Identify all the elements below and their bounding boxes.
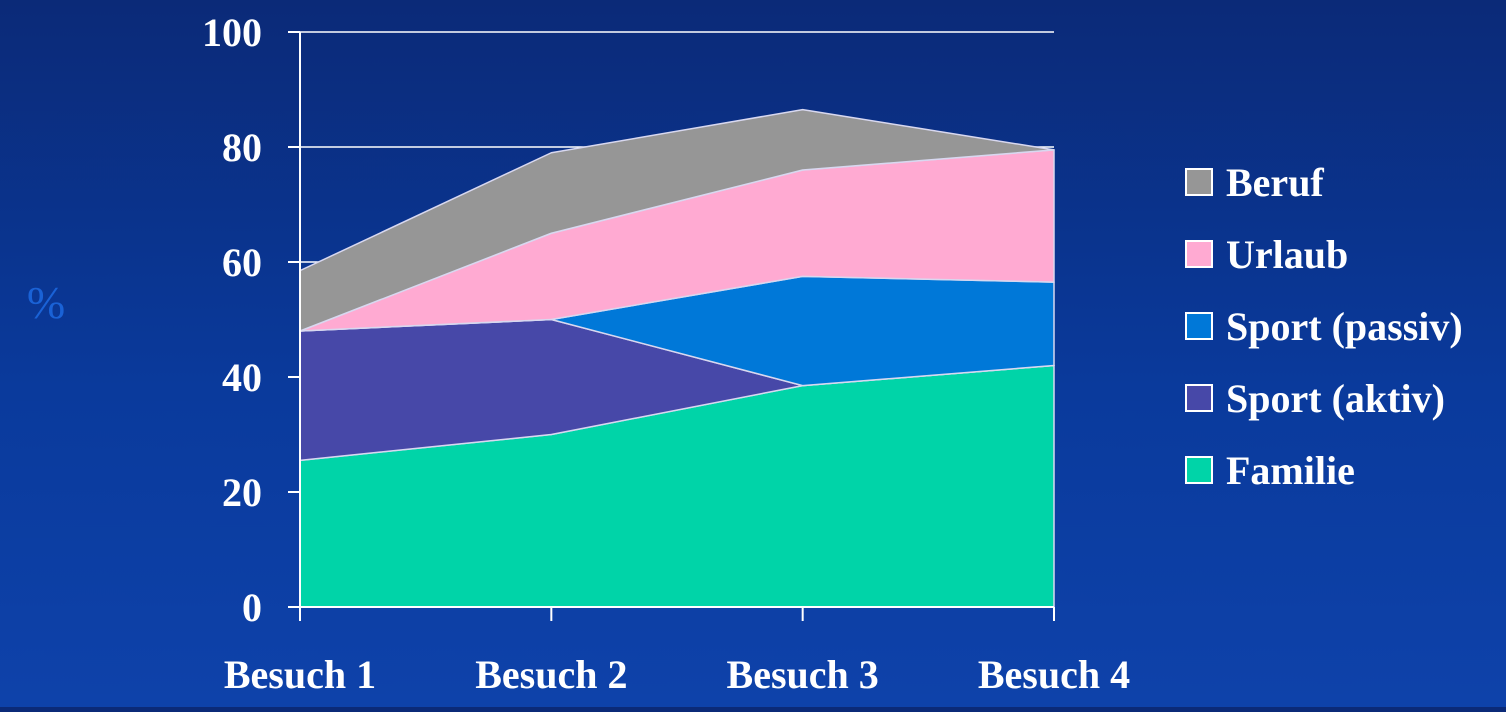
x-tick-label-2: Besuch 2 [475, 652, 627, 697]
legend: Beruf Urlaub Sport (passiv) Sport (aktiv) Fa… [1185, 160, 1463, 493]
axes [288, 31, 1055, 621]
area-beruf [299, 108, 1055, 332]
legend-swatch-urlaub [1185, 240, 1213, 268]
y-tick-labels: 0 20 40 60 80 100 [202, 10, 262, 630]
y-tick-label-40: 40 [222, 355, 262, 400]
x-tick-label-1: Besuch 1 [224, 652, 376, 697]
y-tick-label-100: 100 [202, 10, 262, 55]
legend-label-urlaub: Urlaub [1226, 232, 1348, 277]
x-tick-label-4: Besuch 4 [978, 652, 1130, 697]
y-tick-label-0: 0 [242, 585, 262, 630]
legend-swatch-beruf [1185, 168, 1213, 196]
legend-label-familie: Familie [1226, 448, 1355, 493]
legend-swatch-sport-aktiv [1185, 384, 1213, 412]
y-axis-label: % [27, 277, 65, 328]
series-areas [299, 108, 1055, 608]
legend-swatch-sport-passiv [1185, 312, 1213, 340]
y-tick-label-80: 80 [222, 125, 262, 170]
y-tick-label-60: 60 [222, 240, 262, 285]
legend-label-beruf: Beruf [1226, 160, 1324, 205]
x-tick-label-3: Besuch 3 [727, 652, 879, 697]
legend-swatch-familie [1185, 456, 1213, 484]
y-tick-label-20: 20 [222, 470, 262, 515]
legend-label-sport-passiv: Sport (passiv) [1226, 304, 1463, 349]
x-tick-labels: Besuch 1 Besuch 2 Besuch 3 Besuch 4 [224, 652, 1130, 697]
legend-label-sport-aktiv: Sport (aktiv) [1226, 376, 1445, 421]
